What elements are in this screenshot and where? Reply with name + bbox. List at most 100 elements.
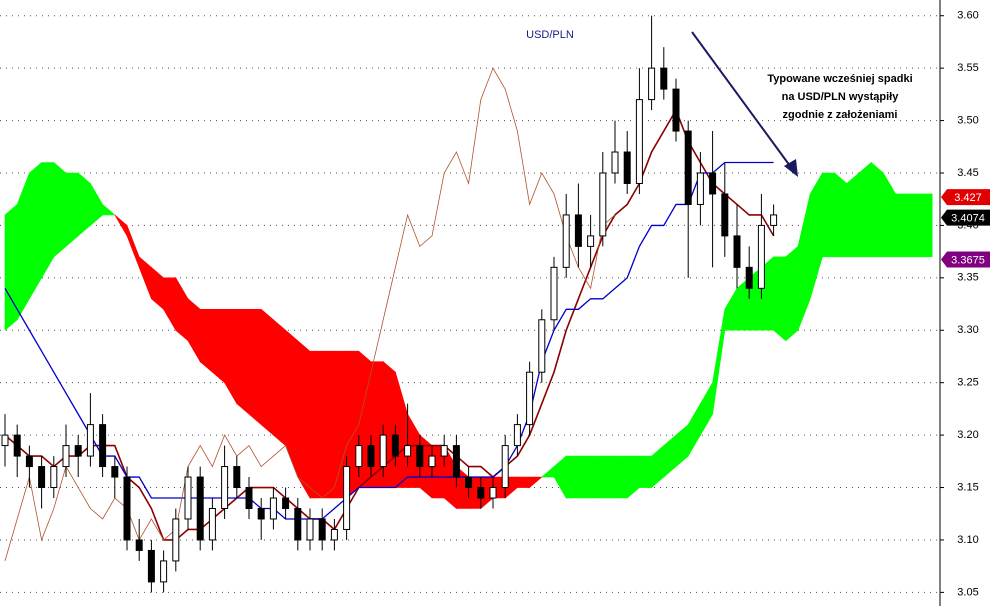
y-tick-label: 3.45 [957,167,978,179]
cloud-segment [102,203,116,216]
candle-body [538,319,546,373]
cloud-segment [114,214,128,238]
candle-body [86,424,94,457]
candle-body [770,214,778,226]
cloud-segment [236,308,250,415]
candle-body [294,507,302,541]
y-tick-label: 3.05 [957,586,978,598]
cloud-segment [724,287,738,331]
candle-body [245,487,253,509]
candle-body [50,466,58,489]
cloud-segment [822,172,835,258]
price-label: 3.4074 [951,213,985,225]
price-label: 3.427 [954,192,982,204]
cloud-segment [578,455,591,499]
cloud-segment [77,172,91,237]
cloud-segment [224,308,238,405]
cloud-segment [41,162,55,279]
candle-body [221,466,229,509]
cloud-segment [590,455,604,499]
cloud-segment [260,308,274,436]
cloud-segment [297,340,311,500]
y-tick-label: 3.25 [957,377,978,389]
candle-body [733,235,741,268]
candle-body [745,266,753,289]
annotation: zgodnie z założeniami [783,109,898,121]
candle-body [208,507,216,541]
cloud-segment [834,172,848,258]
candle-body [660,67,668,90]
candle-body [452,445,460,478]
candle-body [172,518,180,562]
candle-body [269,497,277,520]
cloud-segment [187,298,201,363]
candle-body [721,193,729,237]
cloud-segment [29,161,42,300]
candle-body [757,224,765,289]
cloud-segment [138,256,152,299]
candle-body [123,476,131,541]
cloud-segment [614,455,628,499]
cloud-segment [700,381,713,437]
candle-body [99,424,107,468]
y-tick-label: 3.50 [957,114,978,126]
cloud-segment [529,476,543,489]
candle-body [550,266,558,321]
cloud-segment [273,319,286,447]
y-tick-label: 3.55 [957,62,978,74]
y-tick-label: 3.35 [957,272,978,284]
cloud-segment [382,361,396,488]
cloud-segment [565,455,579,499]
candle-body [111,466,119,478]
candle-body [501,445,509,489]
cloud-segment [712,309,726,415]
candle-body [696,172,704,205]
candle-body [25,455,33,468]
candle-body [147,549,155,583]
cloud-segment [358,350,372,488]
candle-body [355,445,363,468]
cloud-segment [809,171,823,299]
candle-body [404,445,412,457]
candle-body [74,445,82,457]
y-tick-label: 3.20 [957,429,978,441]
cloud-segment [895,193,909,258]
candle-body [233,466,241,489]
candle-body [428,455,436,468]
candle-body [574,214,582,247]
cloud-segment [553,455,567,500]
cloud-segment [199,308,213,373]
candle-body [306,518,314,541]
candle-body [62,445,70,468]
annotation: na USD/PLN wystąpiły [782,91,900,103]
arrow-head [784,159,798,177]
candle-body [282,497,290,509]
cloud-segment [4,203,18,331]
candle-body [391,434,399,457]
candle-body [330,528,338,541]
candle-body [648,67,656,101]
cloud-segment [919,193,933,258]
candle-body [160,560,168,583]
candle-body [367,445,375,468]
cloud-segment [517,476,530,488]
candle-body [477,487,485,499]
price-label-box [941,251,990,268]
candle-body [135,539,143,551]
candle-body [38,466,46,489]
cloud-segment [687,402,701,458]
candle-body [562,214,570,268]
cloud-segment [321,350,335,499]
candle-body [635,99,643,184]
cloud-segment [883,171,896,258]
cloud-segment [248,308,262,426]
cloud-segment [858,161,872,258]
candle-body [672,88,680,132]
candle-body [599,172,607,237]
cloud-segment [870,161,884,258]
candle-body [13,434,21,457]
cloud-segment [846,172,860,258]
candle-body [184,476,192,520]
candle-body [318,518,326,541]
